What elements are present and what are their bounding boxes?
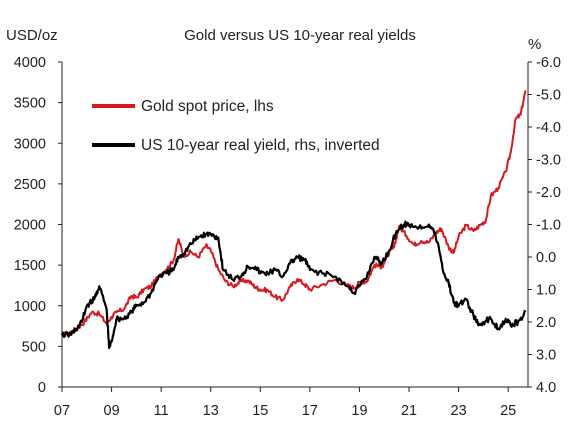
x-tick-label: 07 (54, 403, 70, 419)
left-tick-label: 1000 (14, 299, 46, 315)
right-tick-label: 4.0 (536, 380, 556, 396)
x-tick-label: 15 (252, 403, 268, 419)
right-tick-label: -3.0 (536, 153, 561, 169)
left-axis-unit: USD/oz (6, 27, 58, 44)
right-tick-label: -2.0 (536, 185, 561, 201)
right-tick-label: 3.0 (536, 348, 556, 364)
right-tick-label: 0.0 (536, 250, 556, 266)
left-tick-label: 4000 (14, 55, 46, 71)
x-tick-label: 17 (302, 403, 318, 419)
series-line-gold-price (61, 90, 527, 337)
right-tick-label: -1.0 (536, 218, 561, 234)
x-tick-label: 19 (351, 403, 367, 419)
left-tick-label: 1500 (14, 258, 46, 274)
right-axis-unit: % (528, 36, 541, 53)
x-tick-label: 09 (104, 403, 120, 419)
x-tick-label: 25 (500, 403, 516, 419)
series-layer (60, 90, 527, 350)
left-tick-label: 3000 (14, 136, 46, 152)
left-tick-label: 500 (22, 339, 46, 355)
left-axis-ticks: 0 500 1000 1500 2000 2500 3000 3500 4000 (14, 55, 62, 396)
right-tick-label: 2.0 (536, 315, 556, 331)
right-tick-label: -5.0 (536, 88, 561, 104)
right-tick-label: -6.0 (536, 55, 561, 71)
right-tick-label: -4.0 (536, 120, 561, 136)
right-tick-label: 1.0 (536, 283, 556, 299)
left-tick-label: 0 (38, 380, 46, 396)
left-tick-label: 2500 (14, 177, 46, 193)
x-tick-label: 23 (451, 403, 467, 419)
legend: Gold spot price, lhs US 10-year real yie… (92, 98, 380, 154)
legend-label-real-yield: US 10-year real yield, rhs, inverted (141, 137, 380, 154)
x-tick-label: 11 (154, 403, 169, 419)
x-axis-ticks: 07 09 11 13 15 17 19 21 23 25 (54, 387, 516, 419)
legend-label-gold: Gold spot price, lhs (141, 98, 274, 115)
x-tick-label: 13 (203, 403, 219, 419)
chart-title: Gold versus US 10-year real yields (184, 27, 416, 44)
series-line-real-yield (60, 220, 527, 350)
left-tick-label: 2000 (14, 218, 46, 234)
x-tick-label: 21 (401, 403, 417, 419)
right-axis-ticks: 4.0 3.0 2.0 1.0 0.0 -1.0 -2.0 -3.0 -4.0 -5.0 -6.0 (528, 55, 561, 396)
left-tick-label: 3500 (14, 96, 46, 112)
